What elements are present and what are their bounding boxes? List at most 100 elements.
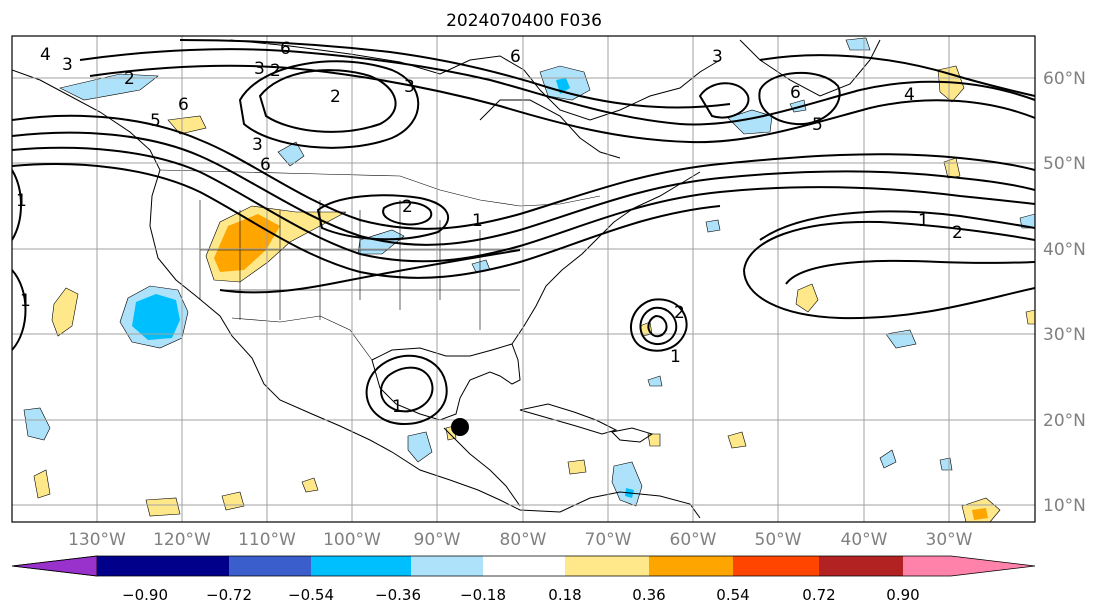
colorbar-tick-label: 0.18 bbox=[548, 586, 581, 604]
contour-north-4 bbox=[759, 54, 1035, 97]
coastlines bbox=[12, 39, 881, 519]
contour-low-lakes bbox=[316, 194, 449, 241]
contour-label: 4 bbox=[40, 45, 51, 65]
contour-label: 3 bbox=[712, 47, 723, 67]
colorbar: −0.90 −0.72 −0.54 −0.36 −0.18 0.18 0.36 … bbox=[11, 555, 1036, 604]
shade-neg-iceland bbox=[845, 37, 871, 51]
colorbar-bin bbox=[733, 556, 819, 576]
lon-label: 50°W bbox=[755, 530, 802, 550]
contour-label: 2 bbox=[124, 69, 135, 89]
contour-label: 2 bbox=[952, 223, 963, 243]
lat-label: 50°N bbox=[1043, 154, 1086, 174]
colorbar-tick-label: 0.72 bbox=[802, 586, 835, 604]
longitude-labels: 130°W 120°W 110°W 100°W 90°W 80°W 70°W 6… bbox=[68, 530, 973, 550]
colorbar-tick-label: −0.72 bbox=[206, 586, 252, 604]
lon-label: 130°W bbox=[68, 530, 126, 550]
colorbar-bin bbox=[565, 556, 649, 576]
contour-label: 6 bbox=[260, 155, 271, 175]
contour-low-labrador bbox=[758, 72, 841, 126]
lon-label: 120°W bbox=[153, 530, 211, 550]
contour-low-canada-2 bbox=[238, 60, 420, 149]
colorbar-ticks: −0.90 −0.72 −0.54 −0.36 −0.18 0.18 0.36 … bbox=[122, 586, 920, 604]
shade-neg-atlantic-3 bbox=[939, 457, 953, 471]
colorbar-bin bbox=[819, 556, 903, 576]
colorbar-tick-label: 0.54 bbox=[716, 586, 749, 604]
shade-neg-east-atl bbox=[1019, 213, 1035, 229]
colorbar-bin bbox=[145, 556, 229, 576]
shade-neg-bermuda bbox=[647, 375, 663, 387]
contour-cutoff-2 bbox=[639, 306, 678, 346]
lon-label: 110°W bbox=[238, 530, 296, 550]
contour-label: 1 bbox=[670, 347, 681, 367]
colorbar-extend-high bbox=[903, 556, 1035, 576]
contour-jet-5 bbox=[219, 249, 521, 294]
shade-pos-cape-verde-core bbox=[972, 508, 988, 520]
shade-pos-pacific-s1 bbox=[145, 497, 181, 517]
lat-label: 40°N bbox=[1043, 240, 1086, 260]
contour-west-edge-2 bbox=[12, 169, 22, 241]
latitude-labels: 60°N 50°N 40°N 30°N 20°N 10°N bbox=[1043, 69, 1086, 516]
coast-gulf-mexico bbox=[371, 343, 521, 421]
map-panel: 4 3 2 5 6 2 3 6 3 6 3 2 1 6 5 3 6 4 1 2 bbox=[11, 35, 1036, 523]
coast-hudson-bay bbox=[479, 99, 621, 159]
lon-label: 40°W bbox=[841, 530, 888, 550]
contour-label: 3 bbox=[404, 77, 415, 97]
contour-low-lakes-2 bbox=[382, 201, 433, 226]
colorbar-bin bbox=[411, 556, 483, 576]
contour-label: 1 bbox=[472, 211, 483, 231]
contour-label: 3 bbox=[252, 135, 263, 155]
contour-label: 1 bbox=[20, 291, 31, 311]
coast-east-us bbox=[511, 171, 701, 345]
contour-label: 1 bbox=[392, 397, 403, 417]
lat-label: 20°N bbox=[1043, 411, 1086, 431]
contour-jet-1 bbox=[12, 114, 1035, 230]
contour-lines bbox=[12, 39, 1035, 425]
contour-label: 6 bbox=[280, 39, 291, 59]
shade-pos-pacific bbox=[51, 287, 79, 337]
contour-label: 1 bbox=[16, 191, 27, 211]
shade-neg-atl-small bbox=[705, 219, 721, 233]
lon-label: 70°W bbox=[585, 530, 632, 550]
colorbar-bin bbox=[649, 556, 733, 576]
lon-label: 60°W bbox=[670, 530, 717, 550]
contour-label: 6 bbox=[178, 95, 189, 115]
contour-label: 4 bbox=[904, 85, 915, 105]
contour-label: 3 bbox=[254, 59, 265, 79]
contour-cutoff-1 bbox=[630, 298, 688, 352]
contour-high-atlantic-2 bbox=[743, 220, 1035, 271]
shade-neg-gulf-mexico bbox=[407, 431, 433, 463]
shade-neg-pacific-core bbox=[132, 294, 180, 340]
lon-label: 80°W bbox=[500, 530, 547, 550]
coast-canada-north bbox=[229, 39, 721, 121]
shade-pos-alaska bbox=[167, 115, 207, 135]
coast-central-america bbox=[443, 427, 521, 507]
coast-hispaniola bbox=[610, 427, 654, 443]
contour-high-atlantic-3 bbox=[785, 259, 1035, 285]
lon-label: 90°W bbox=[414, 530, 461, 550]
contour-low-atlantic-north bbox=[698, 82, 750, 119]
contour-label: 3 bbox=[62, 55, 73, 75]
shade-neg-canada-west bbox=[277, 141, 305, 167]
contour-west-edge bbox=[12, 269, 27, 351]
colorbar-tick-label: −0.54 bbox=[288, 586, 334, 604]
shade-pos-east-atl bbox=[937, 65, 965, 103]
colorbar-tick-label: 0.90 bbox=[886, 586, 919, 604]
lon-label: 100°W bbox=[323, 530, 381, 550]
colorbar-bin bbox=[483, 556, 565, 576]
contour-label: 2 bbox=[674, 303, 685, 323]
contour-label: 2 bbox=[402, 197, 413, 217]
shade-pos-atlantic-sw bbox=[795, 283, 819, 313]
coast-south-america bbox=[559, 491, 701, 519]
shade-neg-caribbean bbox=[611, 461, 643, 507]
contour-gulf-high bbox=[380, 366, 434, 413]
figure-title: 2024070400 F036 bbox=[446, 11, 602, 31]
map-frame bbox=[11, 35, 1036, 523]
storm-center-marker bbox=[451, 418, 469, 436]
colorbar-tick-label: 0.36 bbox=[632, 586, 665, 604]
contour-low-canada bbox=[258, 69, 397, 133]
lat-label: 30°N bbox=[1043, 325, 1086, 345]
shade-neg-west-pacific bbox=[23, 407, 51, 441]
colorbar-tick-label: −0.36 bbox=[375, 586, 421, 604]
colorbar-bin bbox=[229, 556, 311, 576]
